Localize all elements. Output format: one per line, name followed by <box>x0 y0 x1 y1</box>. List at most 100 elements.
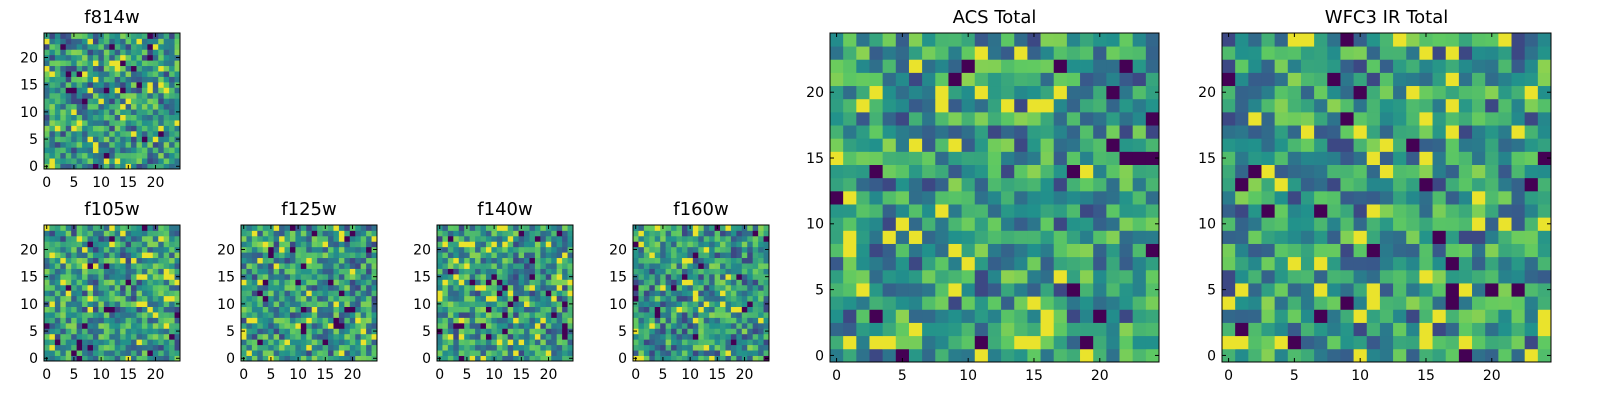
heatmap-cell <box>120 109 126 115</box>
heatmap-cell <box>273 246 280 253</box>
heatmap-cell <box>1432 98 1447 113</box>
heatmap-cell <box>987 111 1002 126</box>
heatmap-cell <box>360 225 367 231</box>
y-tick-label: 15 <box>609 270 627 286</box>
heatmap-cell <box>556 246 563 253</box>
heatmap-cell <box>141 252 148 259</box>
heatmap-cell <box>758 301 764 307</box>
heatmap-cell <box>1393 177 1407 192</box>
heatmap-cell <box>676 355 683 362</box>
heatmap-cell <box>76 246 83 253</box>
heatmap-cell <box>1080 190 1094 205</box>
heatmap-cell <box>141 328 148 335</box>
heatmap-cell <box>1327 283 1341 297</box>
heatmap-cell <box>169 339 175 346</box>
heatmap-cell <box>480 295 487 302</box>
heatmap-cell <box>1314 151 1328 165</box>
heatmap-cell <box>758 344 764 351</box>
heatmap-cell <box>98 98 105 105</box>
heatmap-cell <box>895 230 910 244</box>
heatmap-cell <box>442 279 449 286</box>
heatmap-cell <box>935 335 949 350</box>
heatmap-cell <box>279 252 285 259</box>
heatmap-cell <box>60 87 67 94</box>
heatmap-cell <box>1274 151 1289 165</box>
heatmap-cell <box>752 263 759 269</box>
heatmap-cell <box>1314 125 1328 139</box>
heatmap-cell <box>158 152 165 159</box>
heatmap-cell <box>44 125 50 132</box>
heatmap-cell <box>1093 296 1107 310</box>
x-tick-label: 5 <box>1290 368 1299 384</box>
heatmap-cell <box>98 81 105 88</box>
heatmap-cell <box>1040 190 1055 205</box>
heatmap-cell <box>1014 111 1028 126</box>
heatmap-cell <box>502 241 509 248</box>
heatmap-cell <box>355 241 362 248</box>
heatmap-cell <box>987 125 1002 139</box>
heatmap-cell <box>169 263 175 269</box>
heatmap-cell <box>987 190 1002 205</box>
heatmap-cell <box>114 65 121 72</box>
heatmap-cell <box>92 125 99 132</box>
heatmap-cell <box>830 322 844 337</box>
heatmap-cell <box>698 263 705 269</box>
heatmap-cell <box>103 306 110 313</box>
heatmap-cell <box>1432 111 1447 126</box>
heatmap-cell <box>1248 111 1262 126</box>
heatmap-cell <box>1432 204 1447 218</box>
heatmap-cell <box>687 263 694 269</box>
x-tick-label: 0 <box>42 175 51 191</box>
heatmap-cell <box>141 65 148 72</box>
heatmap-cell <box>1080 46 1094 60</box>
y-tick-label: 5 <box>29 324 38 340</box>
heatmap-cell <box>1458 190 1473 205</box>
heatmap-cell <box>284 257 291 264</box>
heatmap-cell <box>1524 138 1539 152</box>
heatmap-cell <box>869 256 884 271</box>
heatmap-cell <box>65 33 72 39</box>
heatmap-cell <box>44 235 50 242</box>
heatmap-cell <box>279 263 285 269</box>
heatmap-cell <box>513 322 519 329</box>
heatmap-cell <box>360 235 367 242</box>
heatmap-cell <box>1261 256 1276 271</box>
heatmap-cell <box>114 92 121 99</box>
x-tick-label: 0 <box>631 367 640 383</box>
heatmap-cell <box>638 284 645 291</box>
heatmap-cell <box>322 339 329 346</box>
heatmap-cell <box>665 225 672 231</box>
heatmap-cell <box>87 246 94 253</box>
heatmap-cell <box>268 344 275 351</box>
heatmap-cell <box>922 243 936 258</box>
heatmap-cell <box>1445 256 1460 271</box>
heatmap-cell <box>1419 348 1433 363</box>
heatmap-cell <box>464 230 471 237</box>
heatmap-cell <box>1066 243 1081 258</box>
heatmap-cell <box>935 296 949 310</box>
heatmap-cell <box>709 312 715 318</box>
heatmap-cell <box>1040 85 1055 100</box>
heatmap-cell <box>464 263 471 269</box>
heatmap-cell <box>114 284 121 291</box>
heatmap-cell <box>987 348 1002 363</box>
heatmap-cell <box>869 243 884 258</box>
heatmap-cell <box>163 87 170 94</box>
heatmap-cell <box>71 136 78 143</box>
heatmap-cell <box>141 114 148 121</box>
heatmap-cell <box>725 333 732 340</box>
heatmap-cell <box>120 141 126 148</box>
heatmap-cell <box>125 54 132 61</box>
heatmap-cell <box>643 333 650 340</box>
heatmap-cell <box>169 235 175 242</box>
heatmap-cell <box>556 279 563 286</box>
heatmap-cell <box>87 163 94 170</box>
heatmap-cell <box>987 256 1002 271</box>
heatmap-cell <box>654 322 661 329</box>
heatmap-cell <box>458 290 465 297</box>
heatmap-cell <box>251 230 258 237</box>
heatmap-cell <box>1080 125 1094 139</box>
heatmap-cell <box>60 125 67 132</box>
heatmap-cell <box>725 263 732 269</box>
heatmap-cell <box>125 49 132 56</box>
